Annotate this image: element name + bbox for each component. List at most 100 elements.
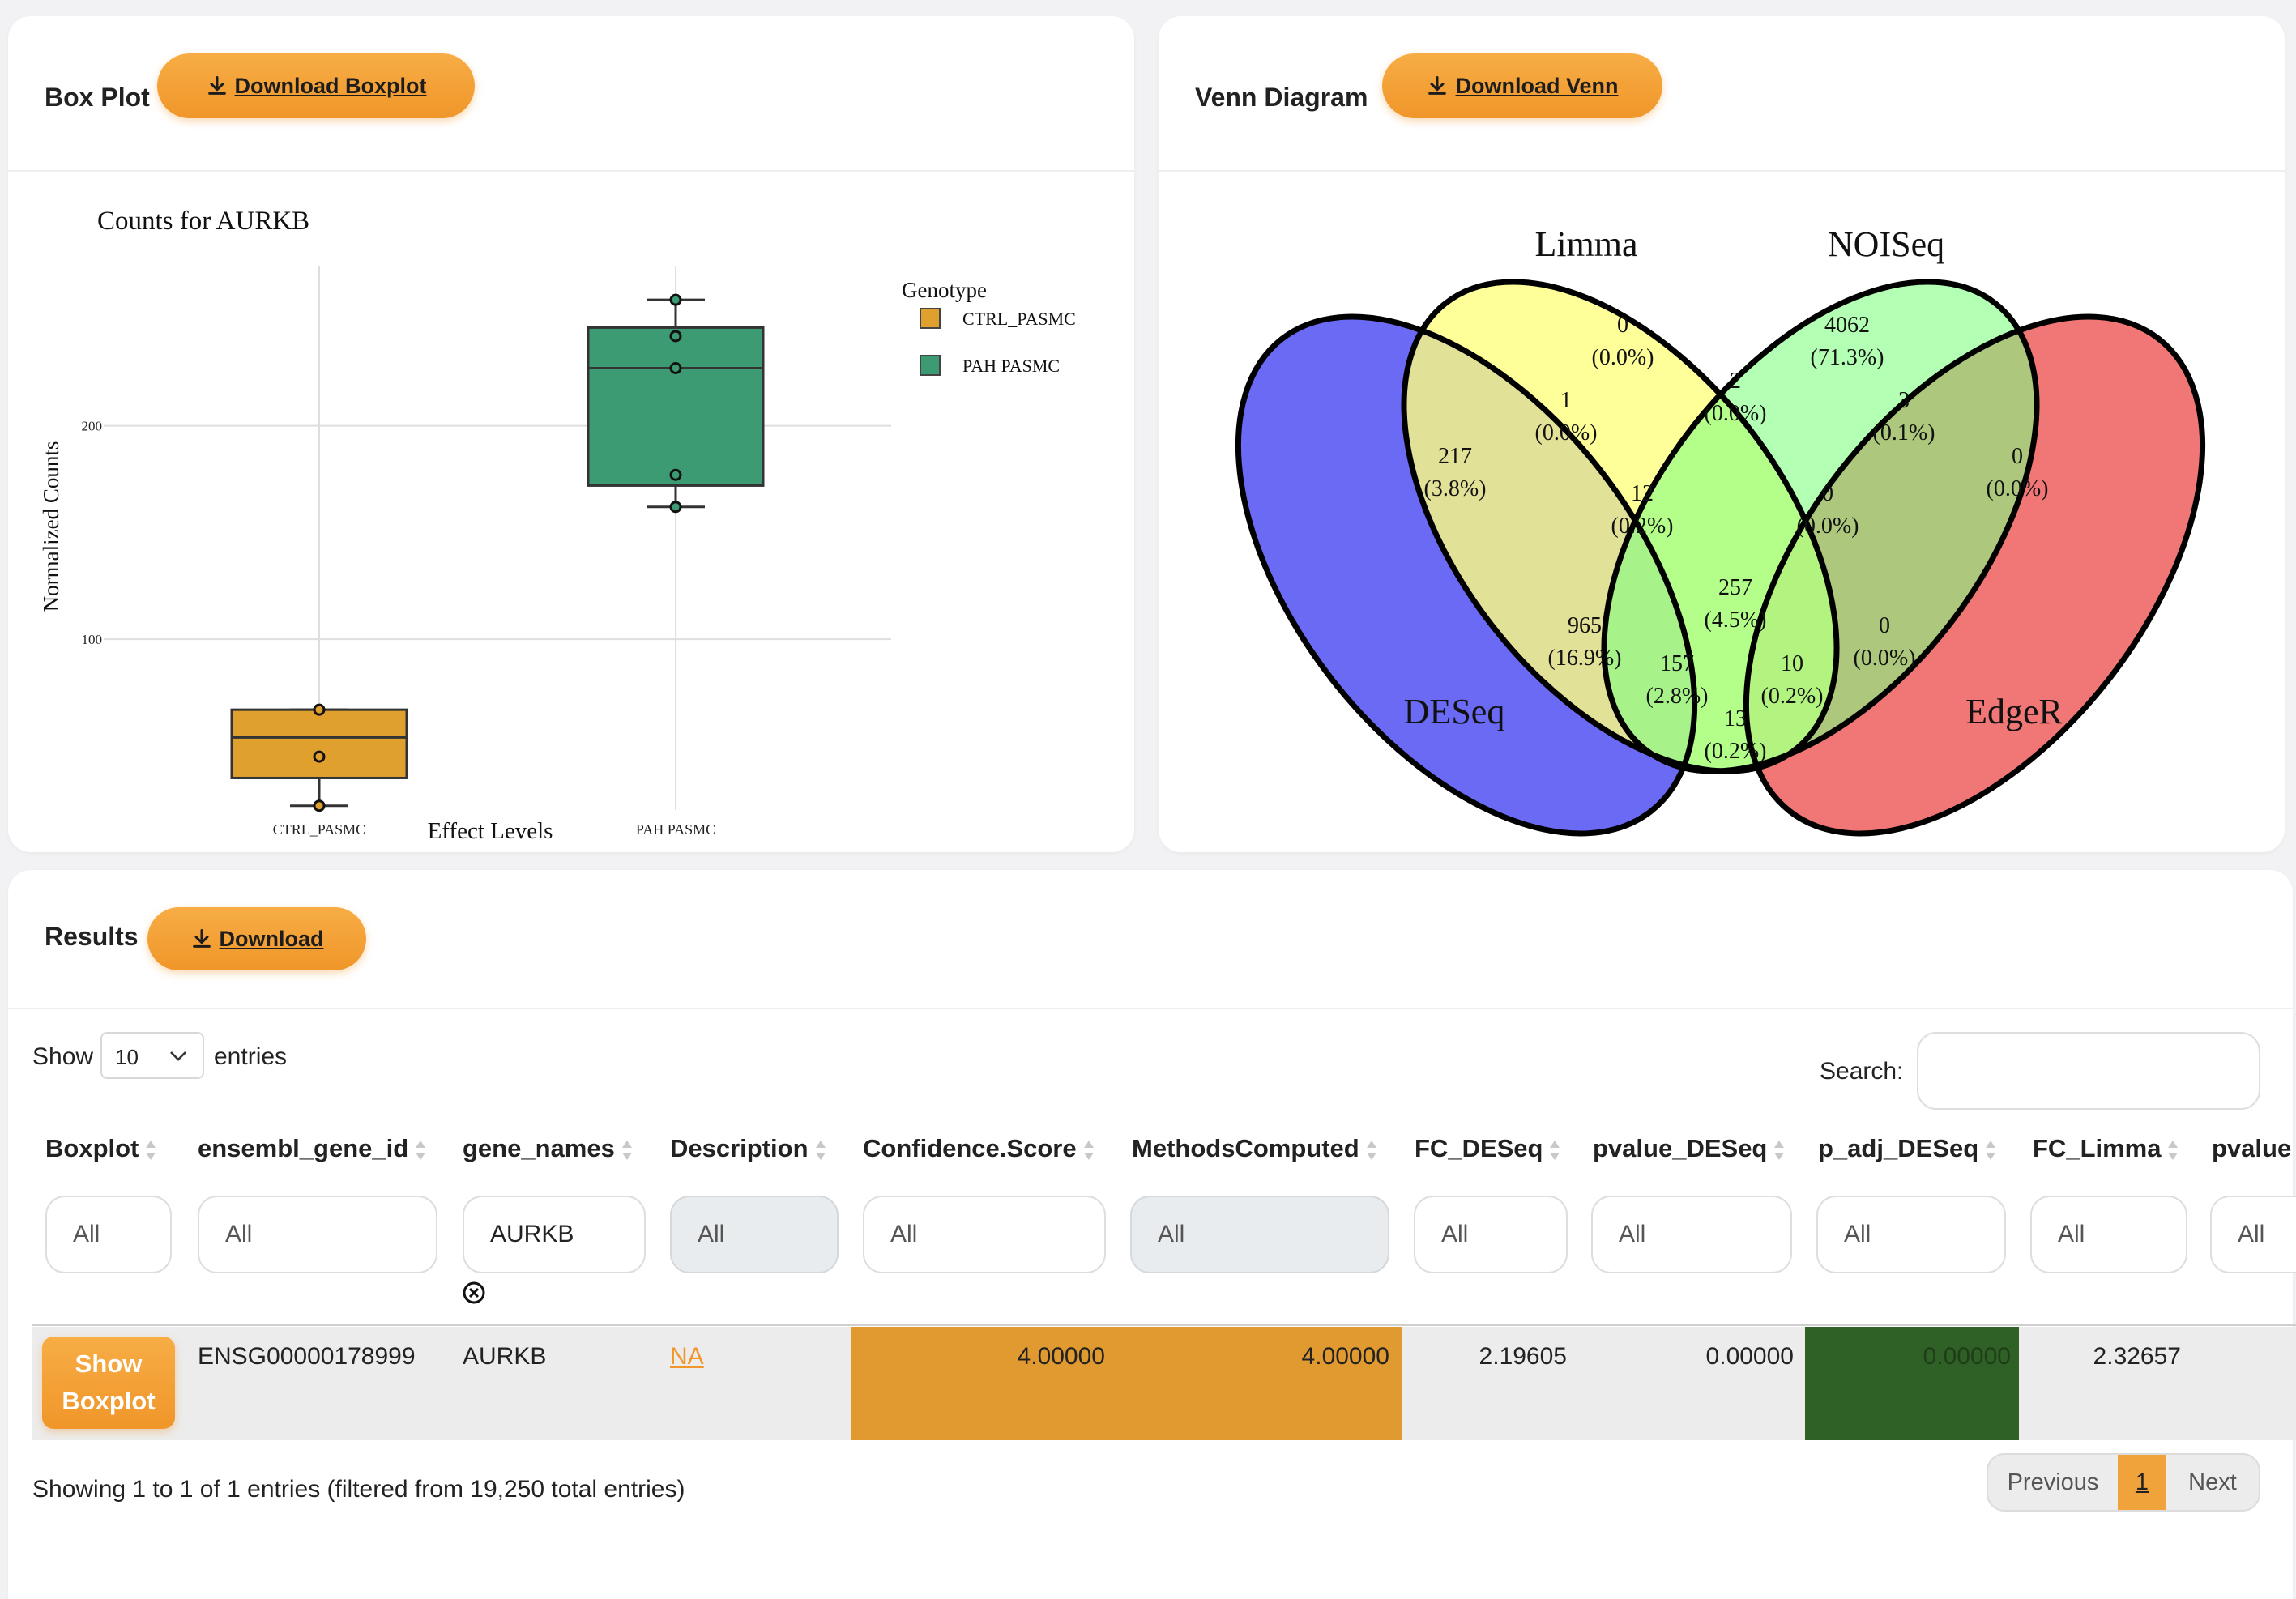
sort-icon (416, 1140, 426, 1160)
download-boxplot-button[interactable]: Download Boxplot (157, 53, 475, 118)
venn-region-count: 0 (1879, 613, 1890, 638)
box-body (587, 326, 765, 487)
column-header-methods-computed[interactable]: MethodsComputed (1132, 1134, 1377, 1166)
column-header-label: Boxplot (45, 1134, 139, 1162)
column-header-label: Description (670, 1134, 809, 1162)
x-tick-label: CTRL_PASMC (273, 821, 365, 838)
cell-ensembl-gene-id: ENSG00000178999 (198, 1343, 416, 1370)
column-header-pvalue-deseq[interactable]: pvalue_DESeq (1593, 1134, 1785, 1166)
boxplot-card-title: Box Plot (45, 83, 150, 112)
data-point (669, 330, 682, 343)
venn-region-pct: (0.0%) (1535, 420, 1598, 446)
sort-icon (1550, 1140, 1560, 1160)
legend-swatch-ctrl (920, 308, 941, 329)
column-header-label: Confidence.Score (863, 1134, 1077, 1162)
data-point (313, 703, 326, 716)
y-axis-label: Normalized Counts (39, 441, 63, 612)
venn-region-pct: (3.8%) (1424, 476, 1487, 501)
column-header-fc-deseq[interactable]: FC_DESeq (1415, 1134, 1560, 1166)
filter-confidence-score[interactable]: All (863, 1196, 1106, 1273)
filter-value: All (1619, 1221, 1646, 1247)
sort-icon (621, 1140, 632, 1160)
venn-region-pct: (0.0%) (1705, 401, 1767, 426)
venn-region-count: 257 (1718, 575, 1752, 600)
entries-select-value: 10 (115, 1045, 139, 1069)
filter-pvalue-deseq[interactable]: All (1591, 1196, 1792, 1273)
search-label: Search: (1820, 1058, 1904, 1085)
column-header-description[interactable]: Description (670, 1134, 826, 1166)
cell-gene-names: AURKB (463, 1343, 547, 1370)
venn-region-pct: (0.2%) (1761, 684, 1824, 709)
download-icon (1428, 75, 1447, 95)
venn-region-pct: (0.0%) (1797, 514, 1859, 539)
column-header-label: pvalue (2212, 1134, 2292, 1162)
cell-fc-limma: 2.32657 (2093, 1343, 2181, 1370)
sort-icon (1986, 1140, 1996, 1160)
data-point (669, 293, 682, 306)
venn-region-count: 10 (1781, 651, 1803, 676)
table-header-divider (32, 1324, 2296, 1326)
data-point (313, 800, 326, 812)
venn-set-label-noiseq: NOISeq (1828, 224, 1944, 264)
column-header-pvalue[interactable]: pvalue (2212, 1134, 2296, 1166)
pagination-page-1[interactable]: 1 (2118, 1455, 2166, 1510)
filter-p-adj-deseq[interactable]: All (1816, 1196, 2006, 1273)
venn-region-count: 965 (1568, 613, 1602, 638)
column-header-label: ensembl_gene_id (198, 1134, 409, 1162)
venn-set-label-limma: Limma (1534, 224, 1637, 264)
venn-region-count: 1 (1560, 388, 1572, 413)
venn-outline-deseq (1235, 313, 1698, 837)
plot-gridlines: 100 200 CTRL_PASMC PAH PASMC (82, 266, 891, 838)
filter-ensembl-gene-id[interactable]: All (198, 1196, 437, 1273)
clear-filter-icon[interactable] (462, 1281, 486, 1305)
filter-gene-names[interactable]: AURKB (463, 1196, 646, 1273)
pagination: Previous 1 Next (1987, 1453, 2260, 1512)
column-header-p-adj-deseq[interactable]: p_adj_DESeq (1818, 1134, 1996, 1166)
download-results-button[interactable]: Download (147, 907, 366, 970)
boxplot-card-header: Box Plot Download Boxplot (8, 16, 1134, 172)
venn-diagram: Limma NOISeq DESeq EdgeR 0 (0.0%) 4062 (… (1235, 224, 2206, 837)
boxplot-card: Box Plot Download Boxplot Counts for AUR… (8, 16, 1134, 852)
column-header-fc-limma[interactable]: FC_Limma (2033, 1134, 2179, 1166)
entries-select[interactable]: 10 (100, 1032, 204, 1079)
show-boxplot-button[interactable]: Show Boxplot (42, 1337, 175, 1429)
column-header-boxplot[interactable]: Boxplot (45, 1134, 156, 1166)
filter-fc-limma[interactable]: All (2030, 1196, 2187, 1273)
venn-card-title: Venn Diagram (1195, 83, 1368, 112)
filter-boxplot[interactable]: All (45, 1196, 172, 1273)
boxplot-chart: Counts for AURKB 100 200 CTRL_PASMC PAH PAS… (39, 207, 1076, 844)
download-venn-label: Download Venn (1455, 73, 1619, 98)
filter-value: All (1844, 1221, 1871, 1247)
filter-fc-deseq[interactable]: All (1414, 1196, 1568, 1273)
venn-set-label-edger: EdgeR (1965, 692, 2063, 731)
sort-icon (1083, 1140, 1094, 1160)
chevron-down-icon (170, 1051, 186, 1061)
venn-region-count: 2 (1730, 369, 1741, 394)
filter-value: All (1441, 1221, 1469, 1247)
venn-region-pct: (0.1%) (1873, 420, 1935, 446)
pagination-previous[interactable]: Previous (2007, 1469, 2099, 1495)
venn-region-pct: (4.5%) (1705, 608, 1767, 633)
table-info: Showing 1 to 1 of 1 entries (filtered fr… (32, 1476, 685, 1503)
venn-region-count: 3 (1898, 388, 1910, 413)
chart-title: Counts for AURKB (97, 207, 309, 236)
sort-icon (1366, 1140, 1376, 1160)
cell-pvalue-deseq: 0.00000 (1705, 1343, 1794, 1370)
filter-value: All (73, 1221, 100, 1247)
column-header-ensembl-gene-id[interactable]: ensembl_gene_id (198, 1134, 426, 1166)
filter-value: All (225, 1221, 253, 1247)
entries-label: entries (214, 1043, 288, 1070)
column-header-label: p_adj_DESeq (1818, 1134, 1979, 1162)
venn-region-pct: (0.0%) (1987, 476, 2049, 501)
filter-description: All (670, 1196, 839, 1273)
column-header-gene-names[interactable]: gene_names (463, 1134, 633, 1166)
search-input[interactable] (1917, 1032, 2260, 1110)
filter-pvalue[interactable]: All (2210, 1196, 2296, 1273)
cell-description-link[interactable]: NA (670, 1343, 704, 1370)
download-venn-button[interactable]: Download Venn (1382, 53, 1662, 118)
venn-region-count: 217 (1438, 444, 1472, 469)
column-header-confidence-score[interactable]: Confidence.Score (863, 1134, 1095, 1166)
results-card-header: Results Download (8, 870, 2293, 1009)
legend: Genotype CTRL_PASMC PAH PASMC (902, 278, 1076, 376)
pagination-next[interactable]: Next (2188, 1469, 2237, 1495)
